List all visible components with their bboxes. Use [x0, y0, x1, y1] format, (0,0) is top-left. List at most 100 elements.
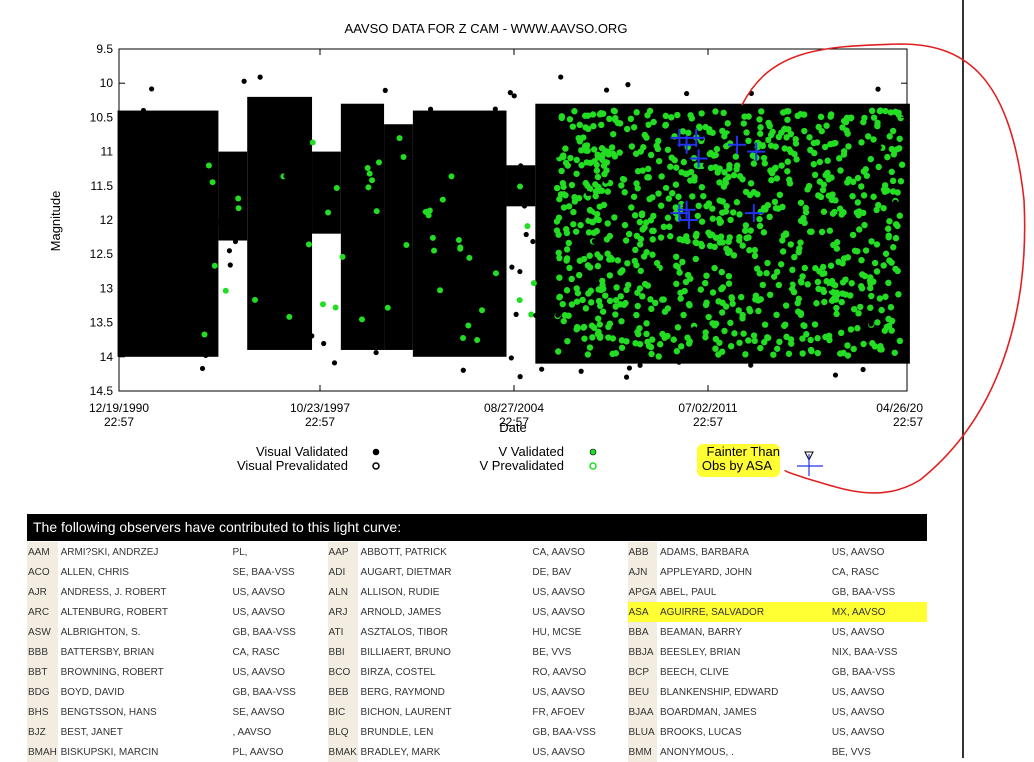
visual-validated-point — [747, 281, 754, 287]
v-validated-point — [813, 300, 820, 307]
v-validated-point — [818, 127, 825, 135]
v-validated-point — [556, 195, 563, 203]
visual-validated-point — [386, 175, 392, 182]
visual-validated-point — [169, 168, 175, 174]
v-validated-point — [675, 193, 682, 200]
v-validated-point — [814, 349, 822, 357]
v-validated-point — [880, 204, 887, 212]
v-validated-point — [892, 234, 900, 242]
v-validated-point — [646, 107, 654, 115]
observer-affiliation: GB, BAA-VSS — [532, 726, 596, 738]
v-validated-point — [786, 180, 794, 187]
v-validated-point — [597, 110, 605, 117]
v-validated-point — [765, 119, 772, 127]
v-validated-point — [645, 174, 652, 181]
v-validated-point — [829, 210, 837, 217]
y-axis: 9.5 10 10.5 11 11.5 12 12.5 13 13.5 14 14.5 — [90, 42, 907, 398]
v-validated-point — [600, 201, 608, 209]
visual-observation-cloud — [247, 96, 313, 350]
visual-validated-point — [223, 206, 229, 212]
visual-validated-point — [292, 242, 298, 248]
observer-affiliation: US, AAVSO — [532, 606, 586, 618]
v-validated-point — [637, 267, 644, 275]
visual-validated-point — [167, 350, 174, 356]
v-validated-point — [712, 320, 720, 327]
visual-validated-point — [321, 340, 327, 347]
observer-affiliation: US, AAVSO — [831, 686, 885, 698]
v-validated-point — [822, 333, 829, 341]
y-tick-label: 14 — [100, 350, 114, 364]
observer-code: BMAH — [27, 742, 58, 762]
observer-affiliation: FR, AFOEV — [532, 706, 585, 718]
v-validated-point — [880, 186, 888, 193]
v-validated-point — [718, 348, 726, 355]
y-tick-label: 12.5 — [90, 247, 114, 261]
v-validated-point — [776, 191, 784, 199]
v-validated-point — [802, 204, 809, 212]
v-validated-point — [836, 205, 844, 212]
v-validated-point — [848, 280, 855, 287]
visual-validated-point — [427, 106, 434, 112]
v-validated-point — [658, 173, 665, 180]
v-validated-point — [595, 286, 602, 293]
observer-affiliation: NIX, BAA-VSS — [831, 646, 898, 658]
v-validated-point — [858, 139, 865, 146]
v-validated-point — [884, 153, 891, 161]
observer-code: BJAA — [627, 702, 657, 722]
v-validated-point — [609, 350, 616, 358]
v-validated-point — [895, 291, 902, 298]
v-validated-point — [556, 254, 563, 262]
v-validated-point — [524, 223, 531, 230]
observer-code: BMAK — [327, 742, 358, 762]
visual-validated-point — [508, 193, 514, 199]
visual-validated-point — [826, 285, 833, 291]
v-validated-point — [592, 192, 599, 200]
visual-validated-point — [533, 312, 539, 319]
x-tick-date: 08/27/2004 — [484, 401, 544, 415]
y-tick-label: 13.5 — [90, 316, 114, 330]
visual-validated-point — [507, 90, 513, 96]
v-validated-point — [710, 152, 718, 159]
v-validated-point — [684, 271, 692, 279]
v-validated-point — [781, 322, 788, 329]
v-validated-point — [576, 121, 583, 129]
v-validated-point — [736, 339, 743, 346]
observer-affiliation: US, AAVSO — [831, 626, 885, 638]
v-validated-point — [683, 170, 691, 177]
v-validated-point — [819, 186, 827, 194]
v-validated-point — [763, 269, 770, 277]
v-validated-point — [874, 319, 881, 326]
v-validated-point — [874, 119, 881, 127]
v-validated-point — [811, 321, 819, 328]
v-validated-point — [564, 162, 571, 169]
v-validated-point — [797, 239, 804, 246]
v-validated-point — [783, 231, 790, 238]
v-validated-point — [799, 273, 806, 280]
v-validated-point — [693, 230, 700, 238]
v-validated-point — [832, 139, 839, 147]
observer-code: ALN — [327, 582, 358, 602]
v-validated-point — [721, 169, 728, 176]
visual-validated-point — [203, 352, 209, 359]
v-validated-point — [844, 254, 852, 261]
visual-validated-point — [623, 374, 630, 380]
v-validated-point — [782, 302, 790, 309]
observer-affiliation: US, AAVSO — [831, 726, 885, 738]
v-validated-point — [725, 272, 733, 280]
observer-row: BBB BATTERSBY, BRIAN CA, RASC BBI BILLIAERT,… — [27, 642, 927, 662]
v-validated-point — [789, 266, 796, 274]
observer-row: BBT BROWNING, ROBERT US, AAVSO BCO BIRZA, CO… — [27, 662, 927, 682]
visual-validated-point — [225, 219, 231, 225]
v-validated-point — [608, 144, 616, 151]
visual-validated-point — [199, 365, 206, 372]
v-validated-point — [618, 318, 625, 325]
v-validated-point — [719, 299, 726, 307]
observer-code: BJZ — [27, 722, 58, 742]
visual-validated-point — [530, 238, 536, 245]
visual-validated-point — [181, 288, 187, 294]
v-validated-point — [584, 112, 592, 119]
visual-validated-point — [227, 262, 233, 268]
v-validated-point — [703, 202, 710, 210]
v-validated-point — [729, 300, 736, 307]
v-validated-point — [878, 306, 885, 314]
